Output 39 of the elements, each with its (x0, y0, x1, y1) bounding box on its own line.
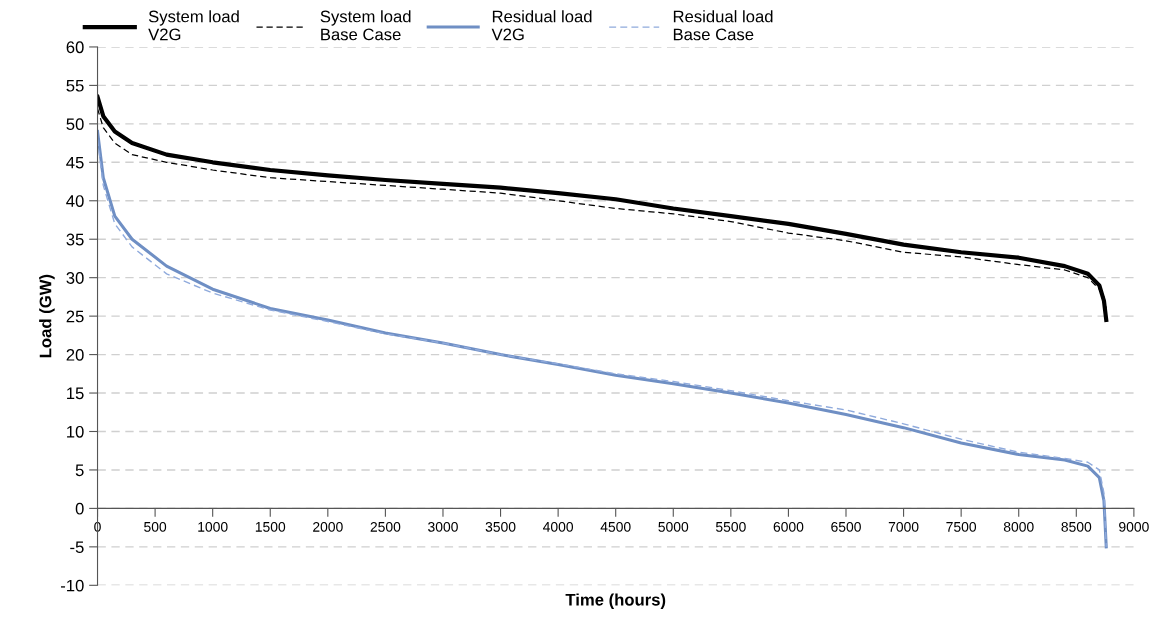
y-tick-label: 5 (75, 464, 84, 477)
y-tick-label: 10 (67, 425, 84, 438)
x-tick-label: 2000 (313, 521, 343, 532)
y-tick-label: 30 (66, 272, 84, 284)
x-tick-label: 7000 (888, 521, 919, 532)
x-tick-label: 3000 (428, 521, 458, 532)
x-tick-label: 6500 (831, 521, 861, 532)
x-tick-label: 500 (144, 521, 167, 532)
x-tick-label: 8000 (1003, 521, 1034, 532)
y-tick-label: 60 (66, 41, 84, 54)
y-tick-label: 0 (75, 502, 84, 515)
legend-label: Residual load Base Case (673, 10, 773, 41)
legend-label: Residual load V2G (491, 10, 592, 41)
y-tick-label: 20 (66, 348, 84, 361)
x-axis-title: Time (hours) (565, 593, 666, 609)
x-tick-label: 6000 (773, 521, 804, 532)
y-axis-title: Load (GW) (39, 274, 55, 358)
y-tick-label: 40 (66, 195, 84, 207)
y-tick-label: -10 (60, 579, 84, 592)
x-tick-label: 4500 (600, 521, 631, 532)
y-tick-label: -5 (70, 541, 84, 554)
y-tick-label: 35 (66, 233, 84, 246)
y-tick-label: 15 (67, 387, 84, 400)
x-tick-label: 9000 (1119, 521, 1149, 532)
legend-label: System load Base Case (320, 10, 411, 41)
x-tick-label: 2500 (370, 521, 401, 532)
x-tick-label: 8500 (1061, 521, 1092, 532)
x-tick-label: 3500 (485, 521, 516, 532)
x-tick-label: 5000 (658, 521, 689, 532)
x-tick-label: 1000 (198, 521, 228, 532)
y-tick-label: 25 (66, 310, 84, 323)
x-tick-label: 4000 (543, 521, 574, 532)
x-tick-label: 1500 (255, 521, 286, 532)
legend-label: System load V2G (148, 10, 239, 41)
x-tick-label: 7500 (946, 521, 977, 532)
y-tick-label: 50 (66, 118, 84, 131)
y-tick-label: 45 (66, 156, 84, 169)
y-tick-label: 55 (66, 79, 84, 92)
x-tick-label: 5500 (715, 521, 746, 532)
